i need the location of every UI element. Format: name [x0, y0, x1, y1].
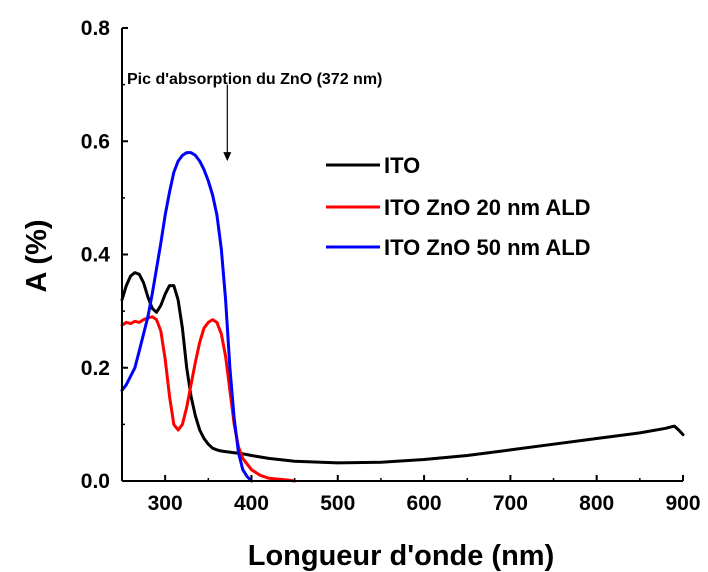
- x-tick-label: 900: [665, 492, 700, 515]
- y-axis-title: A (%): [21, 219, 53, 292]
- y-tick-label: 0.6: [81, 130, 110, 153]
- legend-label: ITO ZnO 20 nm ALD: [384, 195, 591, 220]
- y-tick-label: 0.2: [81, 357, 110, 380]
- x-tick-label: 400: [234, 492, 269, 515]
- series-lines: [120, 151, 685, 483]
- x-tick-label: 700: [493, 492, 528, 515]
- legend: ITO ITO ZnO 20 nm ALD ITO ZnO 50 nm ALD: [326, 153, 591, 260]
- series-line-ito-zno-50-nm-ald: [120, 151, 253, 483]
- x-tick-label: 300: [148, 492, 183, 515]
- x-axis-title: Longueur d'onde (nm): [248, 540, 555, 572]
- y-tick-label: 0.8: [81, 17, 111, 40]
- legend-label: ITO: [384, 153, 420, 178]
- series-line-ito-zno-20-nm-ald: [120, 315, 297, 483]
- series-line-ito: [120, 271, 685, 465]
- axes: [121, 27, 684, 482]
- tick-labels: 300 400 500 600 700 800 900 0.0 0.2 0.4 0.6 0.8: [81, 17, 701, 515]
- annotation: Pic d'absorption du ZnO (372 nm): [127, 71, 382, 162]
- y-tick-label: 0.0: [81, 470, 110, 493]
- annotation-text: Pic d'absorption du ZnO (372 nm): [127, 71, 382, 88]
- x-tick-label: 500: [320, 492, 355, 515]
- legend-label: ITO ZnO 50 nm ALD: [384, 235, 591, 260]
- x-tick-label: 600: [407, 492, 442, 515]
- y-tick-label: 0.4: [81, 244, 111, 267]
- x-tick-label: 800: [579, 492, 614, 515]
- annotation-arrow-head: [223, 152, 232, 162]
